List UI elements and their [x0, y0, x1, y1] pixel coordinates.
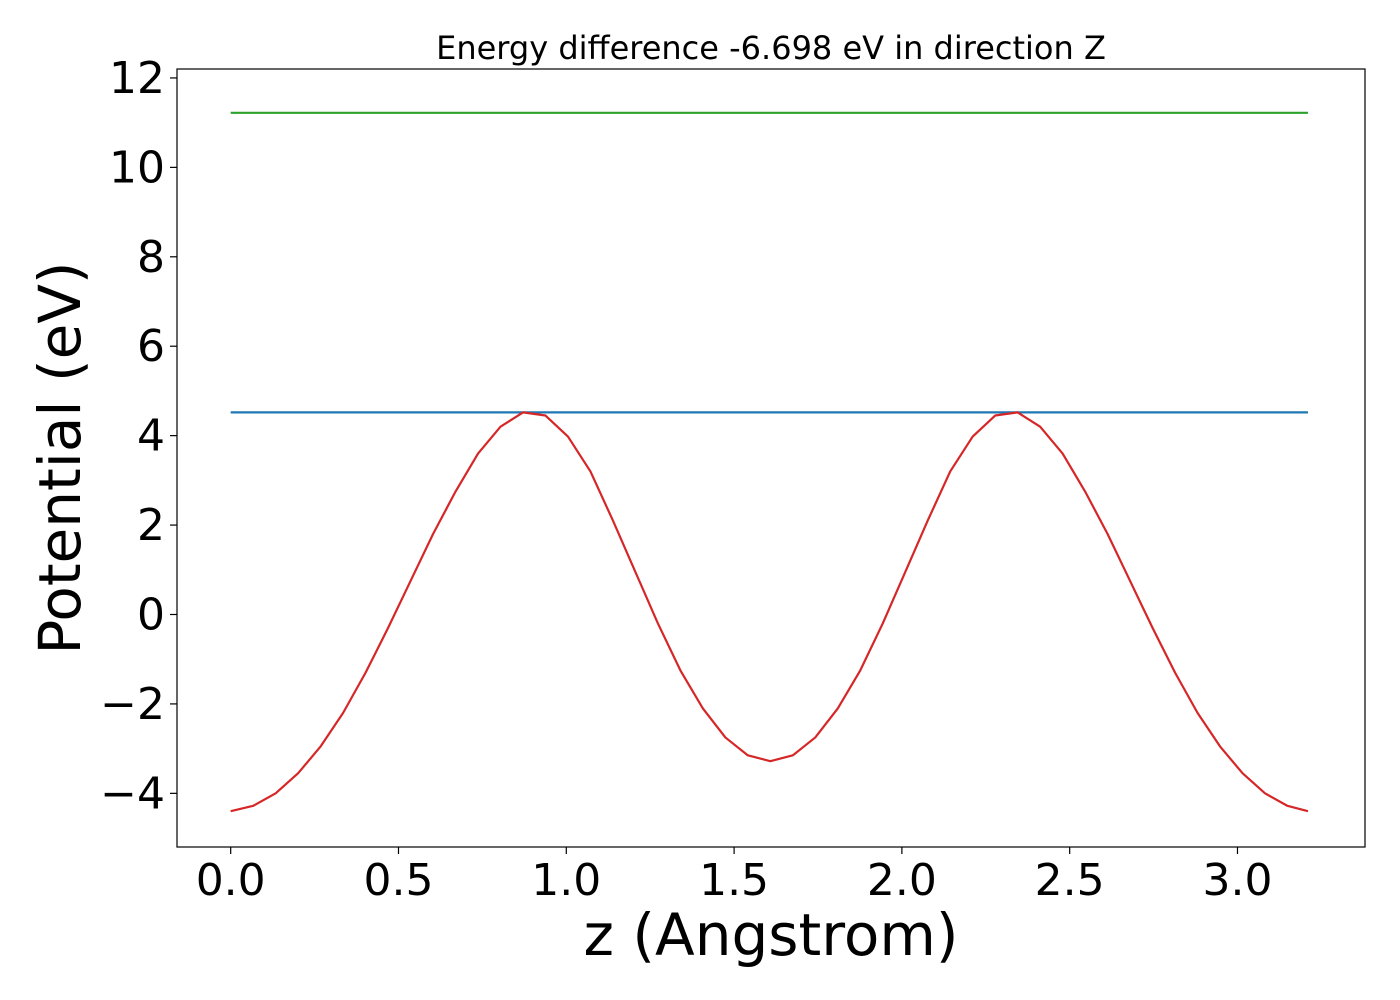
- y-axis: −4 −2 0 2 4 6 8 10 12: [100, 53, 177, 819]
- y-axis-label: Potential (eV): [26, 261, 94, 654]
- x-tick-label: 1.0: [531, 855, 601, 906]
- y-tick-label: 4: [137, 411, 165, 462]
- y-tick-label: 10: [109, 142, 165, 193]
- plot-area: [176, 68, 1366, 848]
- y-tick-label: 2: [137, 500, 165, 551]
- x-tick-label: 0.5: [363, 855, 433, 906]
- x-tick-label: 0.0: [196, 855, 266, 906]
- series-line-2: [230, 411, 1309, 813]
- y-tick-label: −4: [100, 768, 165, 819]
- y-tick-label: 8: [137, 232, 165, 283]
- chart-title: Energy difference -6.698 eV in direction…: [436, 29, 1106, 67]
- x-axis-label: z (Angstrom): [584, 901, 959, 969]
- x-tick-label: 1.5: [699, 855, 769, 906]
- y-tick-label: 0: [137, 589, 165, 640]
- y-tick-label: 6: [137, 321, 165, 372]
- x-tick-label: 2.5: [1035, 855, 1105, 906]
- y-tick-label: −2: [100, 679, 165, 730]
- series-layer: [230, 111, 1309, 813]
- x-tick-label: 3.0: [1202, 855, 1272, 906]
- x-axis: 0.0 0.5 1.0 1.5 2.0 2.5 3.0: [196, 847, 1272, 906]
- y-tick-label: 12: [109, 53, 165, 104]
- x-tick-label: 2.0: [867, 855, 937, 906]
